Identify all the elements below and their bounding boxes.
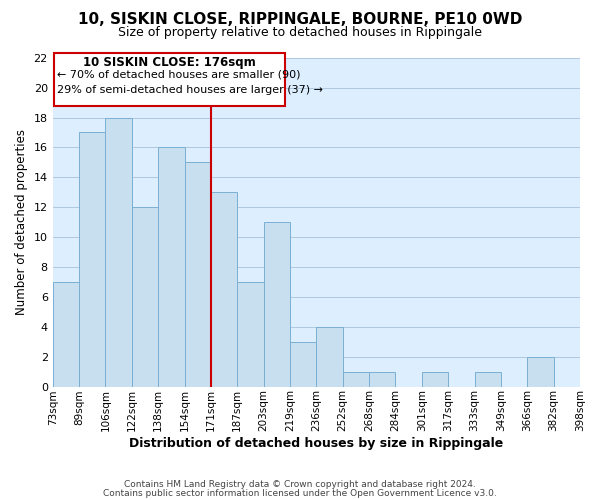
- Bar: [343, 372, 369, 386]
- Bar: [316, 327, 343, 386]
- Bar: [475, 372, 501, 386]
- Bar: [132, 207, 158, 386]
- X-axis label: Distribution of detached houses by size in Rippingale: Distribution of detached houses by size …: [129, 437, 503, 450]
- Y-axis label: Number of detached properties: Number of detached properties: [15, 129, 28, 315]
- Bar: [263, 222, 290, 386]
- Bar: [79, 132, 106, 386]
- Bar: [290, 342, 316, 386]
- Text: Size of property relative to detached houses in Rippingale: Size of property relative to detached ho…: [118, 26, 482, 39]
- Bar: [237, 282, 263, 387]
- Bar: [106, 118, 132, 386]
- Bar: [158, 148, 185, 386]
- Text: ← 70% of detached houses are smaller (90): ← 70% of detached houses are smaller (90…: [56, 70, 300, 80]
- Text: 29% of semi-detached houses are larger (37) →: 29% of semi-detached houses are larger (…: [56, 84, 323, 94]
- Bar: [422, 372, 448, 386]
- Text: Contains public sector information licensed under the Open Government Licence v3: Contains public sector information licen…: [103, 488, 497, 498]
- Text: 10 SISKIN CLOSE: 176sqm: 10 SISKIN CLOSE: 176sqm: [83, 56, 256, 68]
- Bar: [369, 372, 395, 386]
- FancyBboxPatch shape: [54, 54, 284, 106]
- Text: Contains HM Land Registry data © Crown copyright and database right 2024.: Contains HM Land Registry data © Crown c…: [124, 480, 476, 489]
- Bar: [527, 356, 554, 386]
- Bar: [211, 192, 237, 386]
- Text: 10, SISKIN CLOSE, RIPPINGALE, BOURNE, PE10 0WD: 10, SISKIN CLOSE, RIPPINGALE, BOURNE, PE…: [78, 12, 522, 28]
- Bar: [53, 282, 79, 387]
- Bar: [185, 162, 211, 386]
